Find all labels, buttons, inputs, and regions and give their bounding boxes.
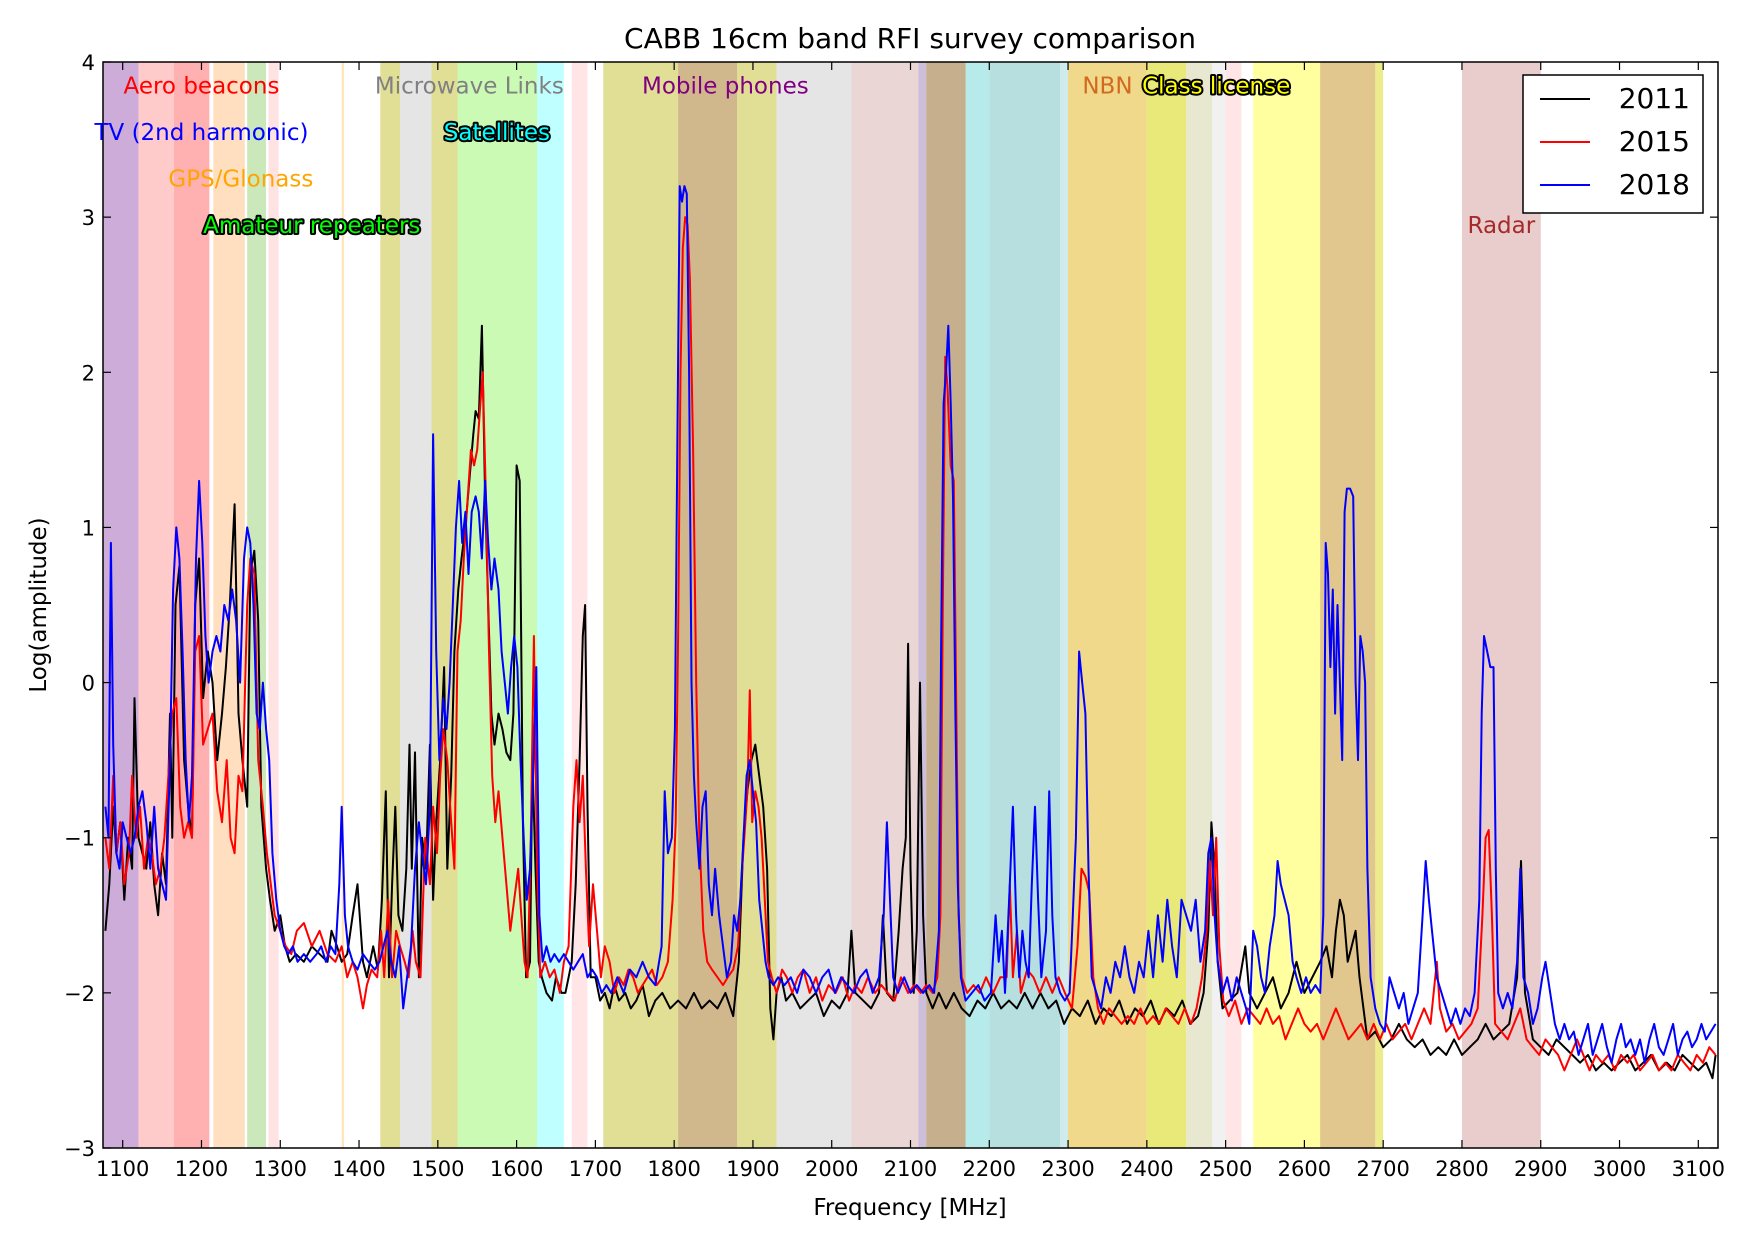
frequency-band-22 (1060, 62, 1069, 1148)
frequency-band-16 (776, 62, 852, 1148)
band-label-amateur-repeaters: Amateur repeaters (203, 213, 420, 239)
x-tick-label: 2900 (1514, 1157, 1567, 1181)
band-label-nbn: NBN (1082, 73, 1132, 99)
band-label-radar: Radar (1467, 213, 1535, 239)
legend: 2011 2015 2018 (1522, 74, 1704, 214)
frequency-band-23 (1068, 62, 1147, 1148)
x-tick-label: 2000 (805, 1157, 858, 1181)
legend-label-2015: 2015 (1619, 125, 1690, 158)
band-label-gps-glonass: GPS/Glonass (168, 166, 313, 192)
frequency-band-21 (989, 62, 1061, 1148)
x-tick-label: 2400 (1120, 1157, 1173, 1181)
band-labels: Aero beacons TV (2nd harmonic) GPS/Glonass… (93, 71, 1535, 241)
x-tick-label: 1600 (490, 1157, 543, 1181)
data-series (104, 185, 1717, 1080)
frequency-band-18 (918, 62, 927, 1148)
y-tick-label: −3 (64, 1137, 95, 1161)
x-tick-label: 2300 (1041, 1157, 1094, 1181)
frequency-band-26 (1212, 62, 1226, 1148)
y-tick-label: 3 (82, 206, 95, 230)
frequency-band-19 (926, 62, 966, 1148)
y-tick-label: −2 (64, 982, 95, 1006)
y-tick-label: 2 (82, 361, 95, 385)
x-tick-label: 1500 (411, 1157, 464, 1181)
frequency-band-11 (537, 62, 564, 1148)
x-tick-label: 1700 (569, 1157, 622, 1181)
frequency-band-7 (380, 62, 401, 1148)
x-tick-label: 3000 (1593, 1157, 1646, 1181)
band-label-class-license: Class license (1142, 73, 1290, 99)
band-label-satellites: Satellites (444, 120, 550, 146)
y-tick-label: 1 (82, 516, 95, 540)
x-tick-label: 3100 (1672, 1157, 1725, 1181)
frequency-band-5 (268, 62, 279, 1148)
frequency-band-1 (138, 62, 174, 1148)
y-tick-label: 4 (82, 51, 95, 75)
chart-title: CABB 16cm band RFI survey comparison (624, 22, 1196, 55)
frequency-band-25 (1186, 62, 1213, 1148)
frequency-band-27 (1225, 62, 1242, 1148)
legend-label-2018: 2018 (1619, 168, 1690, 201)
x-axis-label: Frequency [MHz] (813, 1195, 1006, 1221)
series-line-2018 (104, 185, 1717, 1064)
x-tick-label: 1900 (726, 1157, 779, 1181)
x-tick-label: 1300 (254, 1157, 307, 1181)
frequency-band-10 (457, 62, 538, 1148)
x-tick-label: 1800 (647, 1157, 700, 1181)
legend-label-2011: 2011 (1619, 82, 1690, 115)
y-axis-label: Log(amplitude) (26, 517, 52, 692)
x-tick-label: 2600 (1278, 1157, 1331, 1181)
x-tick-label: 2800 (1435, 1157, 1488, 1181)
x-tick-label: 2100 (884, 1157, 937, 1181)
x-tick-label: 2500 (1199, 1157, 1252, 1181)
x-tick-label: 1400 (332, 1157, 385, 1181)
band-label-microwave-links: Microwave Links (375, 73, 564, 99)
frequency-band-28 (1253, 62, 1321, 1148)
x-tick-label: 2200 (963, 1157, 1016, 1181)
frequency-band-6 (341, 62, 345, 1148)
y-tick-label: 0 (82, 672, 95, 696)
axis-ticks: 1100 1200 1300 1400 1500 1600 1700 1800 1900 2000… (64, 51, 1725, 1181)
frequency-band-0 (103, 62, 139, 1148)
band-label-aero-beacons: Aero beacons (124, 73, 280, 99)
y-tick-label: −1 (64, 827, 95, 851)
frequency-band-20 (965, 62, 990, 1148)
x-tick-label: 2700 (1356, 1157, 1409, 1181)
x-tick-label: 1100 (96, 1157, 149, 1181)
frequency-band-24 (1146, 62, 1187, 1148)
band-label-tv-2nd-harmonic-: TV (2nd harmonic) (93, 120, 308, 146)
frequency-band-30 (1375, 62, 1384, 1148)
band-label-mobile-phones: Mobile phones (642, 73, 809, 99)
x-tick-label: 1200 (175, 1157, 228, 1181)
